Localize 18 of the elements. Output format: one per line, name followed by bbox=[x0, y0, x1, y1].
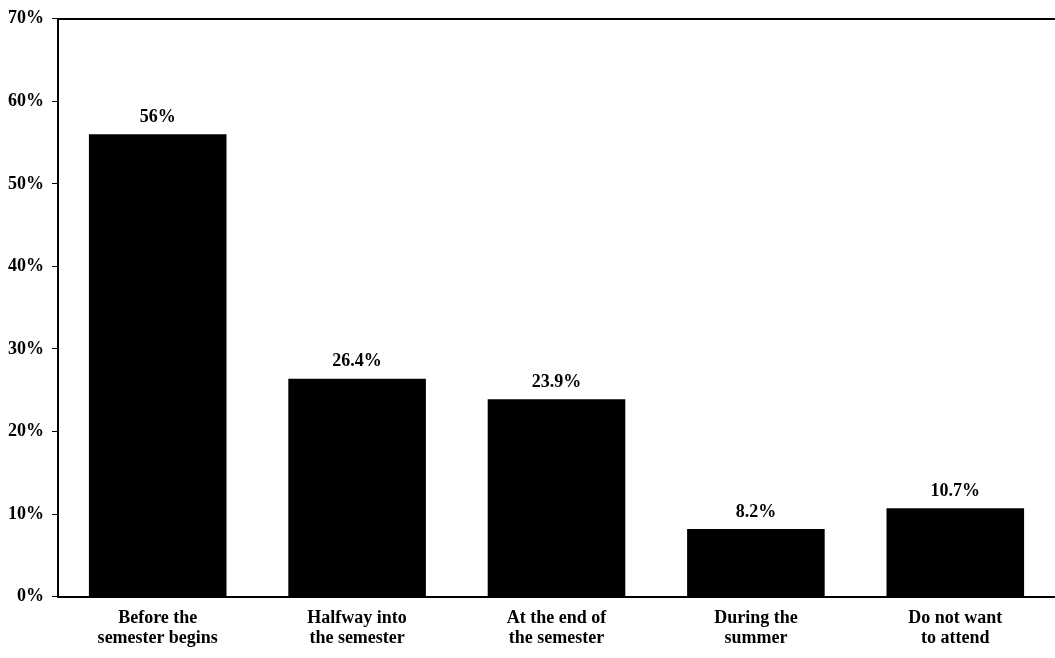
y-tick-label: 60% bbox=[8, 90, 44, 110]
y-tick-label: 30% bbox=[8, 337, 44, 358]
y-tick-label: 10% bbox=[8, 502, 44, 523]
y-tick-label: 20% bbox=[8, 420, 44, 441]
x-tick-label: At the end of the semester bbox=[506, 606, 608, 648]
data-label: 23.9% bbox=[531, 370, 582, 391]
data-label: 10.7% bbox=[930, 479, 981, 500]
x-tick-label: Halfway into the semester bbox=[307, 606, 407, 648]
x-tick-label: During the summer bbox=[714, 606, 798, 648]
data-label: 56% bbox=[139, 106, 176, 127]
y-tick-label: 70% bbox=[8, 7, 44, 28]
y-tick-label: 40% bbox=[8, 255, 44, 276]
data-label: 8.2% bbox=[735, 500, 777, 521]
data-label: 26.4% bbox=[332, 350, 382, 371]
x-tick-label: Before the semester begins bbox=[97, 606, 218, 648]
y-tick-label: 0% bbox=[17, 585, 44, 606]
y-tick-label: 50% bbox=[8, 172, 44, 193]
x-tick-label: Do not want to attend bbox=[908, 606, 1003, 648]
